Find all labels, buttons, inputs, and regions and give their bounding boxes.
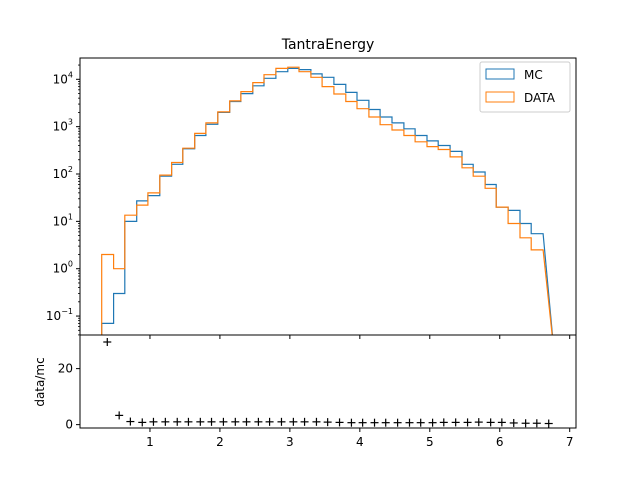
- ratio-point: [370, 418, 379, 427]
- ratio-point: [428, 418, 437, 427]
- ratio-points: [103, 338, 553, 428]
- ratio-plot-frame: [79, 334, 577, 429]
- x-tick-label: 2: [216, 435, 224, 449]
- ratio-point: [486, 418, 495, 427]
- x-axis-ticks-top-panel: [149, 335, 571, 339]
- ratio-point: [161, 417, 170, 426]
- ratio-point: [439, 418, 448, 427]
- ratio-point: [149, 417, 158, 426]
- ratio-plot: 0 20 1 2 3 4 5 6 7 data/mc: [33, 334, 577, 449]
- legend-swatch-data: [485, 91, 515, 103]
- x-tick-label: 4: [356, 435, 364, 449]
- x-tick-label: 3: [286, 435, 294, 449]
- ratio-point: [242, 417, 251, 426]
- ratio-point: [219, 417, 228, 426]
- ratio-point: [138, 418, 147, 427]
- series-data-step: [101, 66, 553, 335]
- ratio-point: [463, 418, 472, 427]
- ratio-point: [532, 419, 541, 428]
- ratio-point: [184, 417, 193, 426]
- x-tick-label: 6: [496, 435, 504, 449]
- histogram-steps: [101, 66, 554, 335]
- ratio-point: [103, 338, 112, 347]
- ratio-point: [405, 418, 414, 427]
- x-tick-label: 7: [566, 435, 574, 449]
- legend-label-mc: MC: [524, 68, 543, 82]
- ratio-point: [312, 417, 321, 426]
- legend: MC DATA: [479, 61, 571, 113]
- ratio-point: [277, 417, 286, 426]
- ratio-point: [231, 417, 240, 426]
- ratio-point: [289, 417, 298, 426]
- ratio-point: [196, 417, 205, 426]
- ratio-point: [509, 418, 518, 427]
- legend-label-data: DATA: [524, 91, 556, 105]
- ratio-point: [126, 417, 135, 426]
- x-tick-label: 5: [426, 435, 434, 449]
- ratio-point: [265, 417, 274, 426]
- ratio-y-axis-ticks: 0 20: [58, 362, 80, 432]
- ratio-point: [335, 418, 344, 427]
- ratio-point: [544, 419, 553, 428]
- ratio-point: [497, 418, 506, 427]
- ratio-point: [381, 418, 390, 427]
- ratio-y-tick-label: 20: [58, 362, 73, 376]
- legend-frame: [479, 61, 571, 113]
- ratio-point: [115, 411, 124, 420]
- ratio-y-tick-label: 0: [65, 418, 73, 432]
- ratio-point: [358, 418, 367, 427]
- ratio-point: [393, 418, 402, 427]
- ratio-point: [474, 418, 483, 427]
- ratio-y-axis-label: data/mc: [33, 357, 47, 406]
- ratio-point: [416, 418, 425, 427]
- ratio-point: [173, 417, 182, 426]
- ratio-point: [300, 417, 309, 426]
- chart-title: TantraEnergy: [281, 37, 375, 53]
- ratio-point: [451, 418, 460, 427]
- legend-swatch-mc: [485, 68, 515, 80]
- x-tick-label: 1: [146, 435, 154, 449]
- ratio-point: [254, 417, 263, 426]
- ratio-point: [323, 418, 332, 427]
- ratio-point: [347, 418, 356, 427]
- x-axis-ticks: 1 2 3 4 5 6 7: [146, 428, 574, 449]
- ratio-point: [207, 417, 216, 426]
- ratio-point: [521, 419, 530, 428]
